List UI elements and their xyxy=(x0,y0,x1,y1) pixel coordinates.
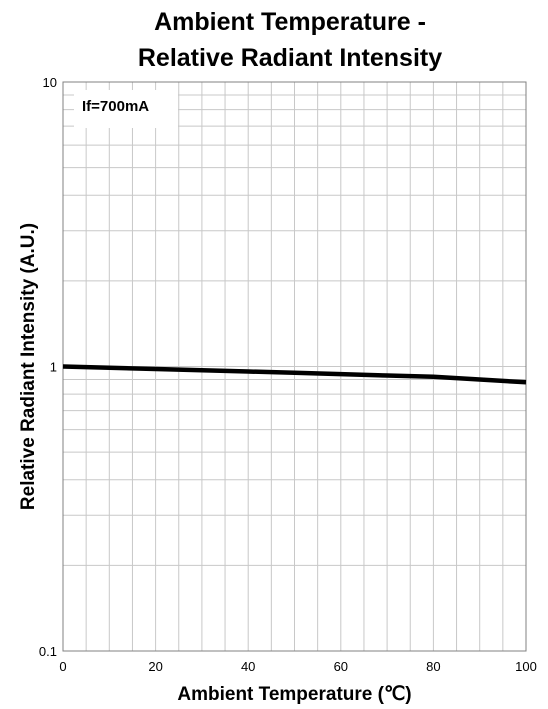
grid xyxy=(63,82,526,651)
x-tick-label: 20 xyxy=(148,659,162,674)
series-layer xyxy=(62,364,527,385)
x-tick-label: 40 xyxy=(241,659,255,674)
x-tick-label: 0 xyxy=(59,659,66,674)
chart-title-line2: Relative Radiant Intensity xyxy=(138,44,442,72)
y-axis-label: Relative Radiant Intensity (A.U.) xyxy=(18,223,39,510)
x-tick-labels: 0 20 40 60 80 100 xyxy=(59,659,536,674)
annotation-label: If=700mA xyxy=(82,98,149,115)
x-axis-label: Ambient Temperature (℃) xyxy=(177,684,411,705)
y-tick-labels: 0.1 1 10 xyxy=(39,75,57,659)
chart-title-line1: Ambient Temperature - xyxy=(154,8,426,36)
annotation-box xyxy=(74,90,178,128)
y-tick-label: 10 xyxy=(43,75,57,90)
y-tick-label: 1 xyxy=(50,360,57,375)
x-tick-label: 100 xyxy=(515,659,537,674)
y-tick-label: 0.1 xyxy=(39,644,57,659)
x-tick-label: 60 xyxy=(334,659,348,674)
series-line xyxy=(62,364,527,385)
x-tick-label: 80 xyxy=(426,659,440,674)
